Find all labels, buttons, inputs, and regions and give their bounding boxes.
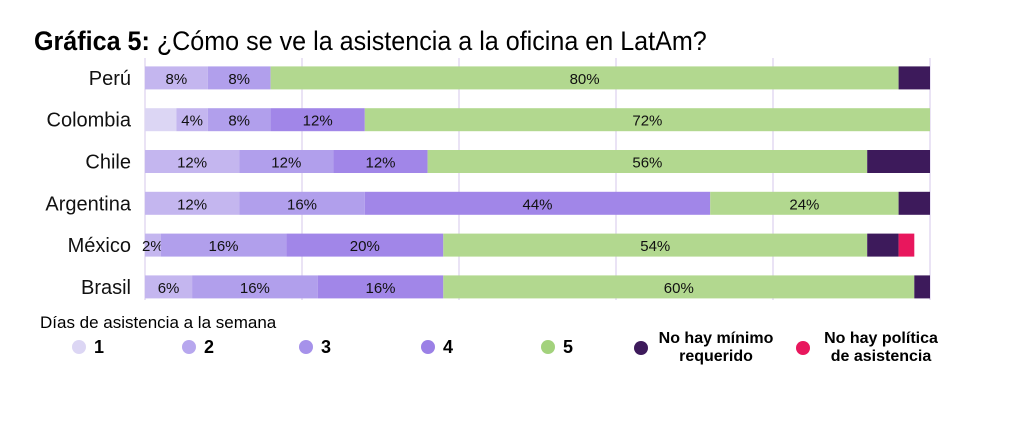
data-label-chile-5: 56% xyxy=(632,155,662,172)
category-label-colombia: Colombia xyxy=(47,110,132,132)
bar-segment-colombia-3 xyxy=(207,108,271,132)
legend-swatch-no-politica xyxy=(796,341,810,355)
data-label-peru-5: 80% xyxy=(570,71,600,88)
bar-segment-argentina-no-hay-minimo-requerido xyxy=(898,191,930,215)
bar-segment-peru-2 xyxy=(145,66,208,90)
bar-segment-mexico-no-hay-politica-de-asistencia xyxy=(898,233,915,257)
legend-label-3: 3 xyxy=(321,337,332,357)
category-label-mexico: México xyxy=(68,235,131,257)
bar-segment-brasil-4 xyxy=(317,275,444,299)
data-label-peru-2: 8% xyxy=(166,71,188,88)
bar-segment-mexico-4 xyxy=(286,233,444,257)
data-label-colombia-3: 8% xyxy=(228,113,250,130)
data-label-brasil-4: 16% xyxy=(365,280,395,297)
bar-segment-brasil-2 xyxy=(145,275,193,299)
data-label-chile-2: 12% xyxy=(177,155,207,172)
bar-segment-mexico-5 xyxy=(443,233,868,257)
category-label-chile: Chile xyxy=(85,152,131,174)
data-label-colombia-2: 4% xyxy=(181,113,203,130)
legend-title: Días de asistencia a la semana xyxy=(40,313,277,332)
legend-item-no-minimo: No hay mínimo requerido xyxy=(634,330,776,366)
legend-item-4: 4 xyxy=(421,338,453,356)
legend-swatch-4 xyxy=(421,340,435,354)
bar-segment-colombia-4 xyxy=(270,108,365,132)
bar-segment-brasil-5 xyxy=(443,275,915,299)
bar-segment-mexico-2 xyxy=(145,233,161,257)
bar-segment-chile-3 xyxy=(239,150,334,173)
legend-label-no-minimo: No hay mínimo requerido xyxy=(658,330,774,365)
legend-item-2: 2 xyxy=(182,338,214,356)
chart-title: Gráfica 5: ¿Cómo se ve la asistencia a l… xyxy=(34,26,707,57)
data-label-brasil-3: 16% xyxy=(240,280,270,297)
category-label-argentina: Argentina xyxy=(45,193,131,215)
data-label-chile-4: 12% xyxy=(365,155,395,172)
bar-segment-peru-no-hay-minimo-requerido xyxy=(898,66,930,90)
chart-title-prefix: Gráfica 5: xyxy=(34,26,150,56)
data-label-argentina-2: 12% xyxy=(177,196,207,213)
bar-segment-argentina-2 xyxy=(145,191,240,215)
bar-segment-peru-5 xyxy=(270,66,899,90)
category-label-peru: Perú xyxy=(89,68,131,90)
data-label-mexico-5: 54% xyxy=(640,238,670,255)
stacked-bar-chart: Perú 8% 8% 80% Colombia 4% 8% 12% 72% Chile 12% 12%… xyxy=(45,58,931,300)
bar-segment-chile-2 xyxy=(145,150,240,173)
bar-segment-mexico-no-hay-minimo-requerido xyxy=(867,233,899,257)
bar-segment-chile-5 xyxy=(427,150,868,173)
bar-segment-chile-4 xyxy=(333,150,428,173)
legend-label-1: 1 xyxy=(94,337,105,357)
legend-swatch-2 xyxy=(182,340,196,354)
data-label-mexico-3: 16% xyxy=(208,238,238,255)
bar-segment-colombia-2 xyxy=(176,108,208,132)
data-label-brasil-5: 60% xyxy=(664,280,694,297)
bar-segment-brasil-3 xyxy=(192,275,318,299)
legend-swatch-1 xyxy=(72,340,86,354)
legend-item-no-politica: No hay política de asistencia xyxy=(796,330,944,366)
data-label-argentina-3: 16% xyxy=(287,196,317,213)
legend-item-5: 5 xyxy=(541,338,573,356)
chart-title-text: ¿Cómo se ve la asistencia a la oficina e… xyxy=(156,26,707,56)
data-label-peru-3: 8% xyxy=(228,71,250,88)
legend-label-4: 4 xyxy=(443,337,454,357)
legend-item-3: 3 xyxy=(299,338,331,356)
bar-segment-argentina-3 xyxy=(239,191,365,215)
data-label-chile-3: 12% xyxy=(271,155,301,172)
data-label-mexico-4: 20% xyxy=(350,238,380,255)
data-label-colombia-4: 12% xyxy=(303,113,333,130)
legend-label-no-politica: No hay política de asistencia xyxy=(824,330,938,365)
legend-item-1: 1 xyxy=(72,338,104,356)
data-label-mexico-2: 2% xyxy=(142,238,164,255)
bar-segment-argentina-5 xyxy=(710,191,899,215)
bar-segment-colombia-1 xyxy=(145,108,177,132)
legend-label-5: 5 xyxy=(563,337,574,357)
data-label-brasil-2: 6% xyxy=(158,280,180,297)
bar-segment-colombia-5 xyxy=(364,108,930,132)
bar-segment-peru-3 xyxy=(207,66,271,90)
legend-label-2: 2 xyxy=(204,337,215,357)
bar-segment-mexico-3 xyxy=(160,233,287,257)
data-label-colombia-5: 72% xyxy=(632,113,662,130)
bar-segment-chile-no-hay-minimo-requerido xyxy=(867,150,930,173)
legend-swatch-no-minimo xyxy=(634,341,648,355)
legend-swatch-3 xyxy=(299,340,313,354)
bar-segment-brasil-no-hay-minimo-requerido xyxy=(914,275,930,299)
data-label-argentina-4: 44% xyxy=(522,196,552,213)
legend-swatch-5 xyxy=(541,340,555,354)
category-label-brasil: Brasil xyxy=(81,277,131,299)
bar-segment-argentina-4 xyxy=(364,191,711,215)
data-label-argentina-5: 24% xyxy=(789,196,819,213)
